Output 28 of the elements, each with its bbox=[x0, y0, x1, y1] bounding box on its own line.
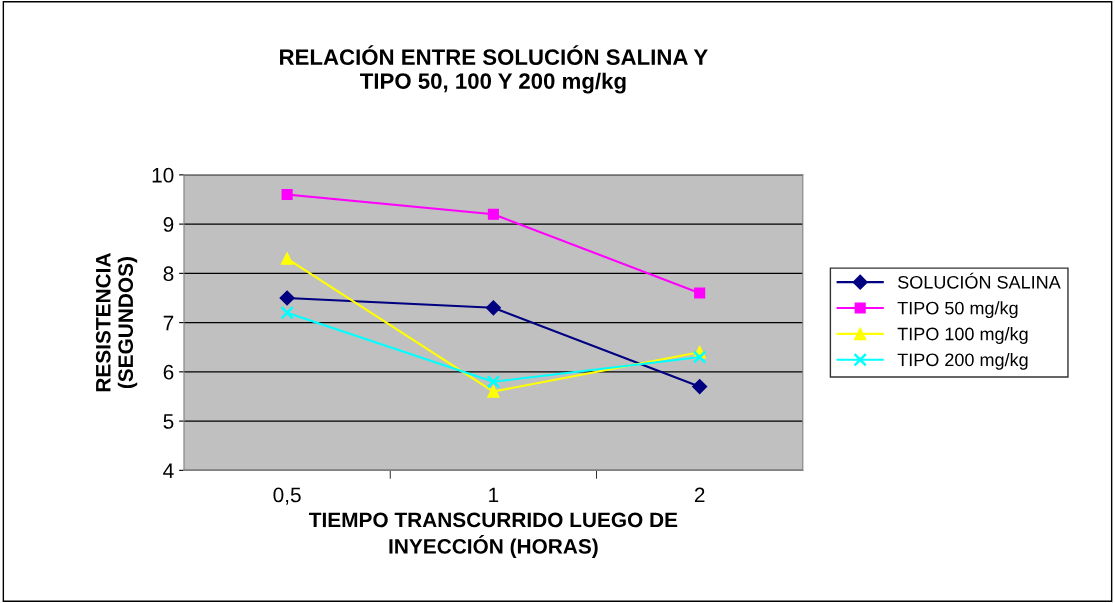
y-tick-label: 6 bbox=[163, 364, 174, 380]
y-tick-label: 4 bbox=[163, 463, 174, 478]
point bbox=[487, 208, 499, 220]
y-tick-label: 5 bbox=[163, 414, 174, 429]
x-tick-label: 2 bbox=[694, 487, 705, 503]
point bbox=[692, 379, 708, 395]
legend-label: TIPO 200 mg/kg bbox=[897, 352, 1028, 370]
x-axis-title: TIEMPO TRANSCURRIDO LUEGO DE INYECCIÓN (HORAS) bbox=[309, 512, 678, 558]
y-tick-label: 10 bbox=[152, 167, 174, 183]
x-tick-label: 0,5 bbox=[273, 487, 301, 505]
point bbox=[281, 189, 293, 201]
point bbox=[279, 290, 295, 306]
legend-label: TIPO 100 mg/kg bbox=[897, 327, 1028, 344]
y-tick-label: 9 bbox=[163, 217, 174, 232]
point bbox=[280, 305, 294, 320]
point bbox=[486, 374, 501, 389]
point bbox=[487, 385, 500, 398]
point bbox=[485, 300, 501, 316]
legend-label: TIPO 50 mg/kg bbox=[897, 301, 1018, 319]
point bbox=[692, 350, 707, 364]
point bbox=[694, 287, 706, 299]
y-tick-label: 7 bbox=[163, 315, 174, 331]
legend-label: SOLUCIÓN SALINA bbox=[898, 272, 1061, 289]
x-tick-label: 1 bbox=[489, 487, 499, 503]
chart-title: RELACIÓN ENTRE SOLUCIÓN SALINA Y TIPO 50, 100 Y 200 mg/kg bbox=[280, 45, 708, 94]
y-axis-title: RESISTENCIA (SEGUNDOS) bbox=[95, 253, 138, 392]
y-tick-label: 8 bbox=[163, 266, 174, 282]
point bbox=[280, 252, 294, 265]
